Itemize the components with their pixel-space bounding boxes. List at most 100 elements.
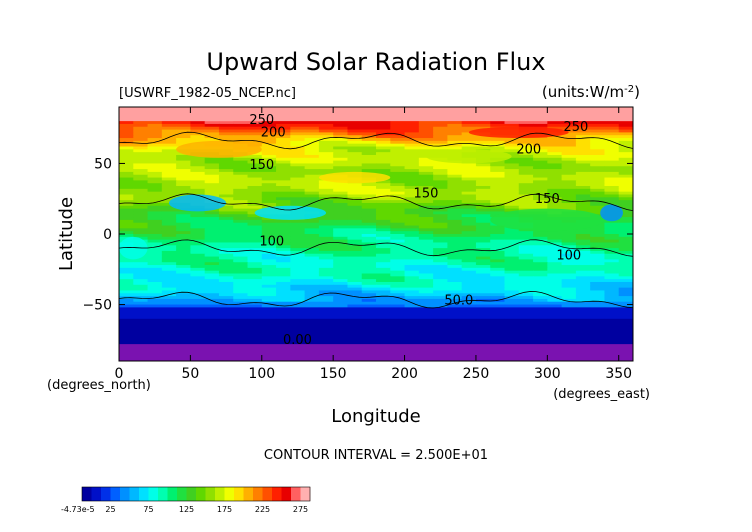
heatmap-cell — [233, 219, 249, 224]
heatmap-cell — [318, 234, 334, 238]
heatmap-cell — [461, 132, 477, 136]
heatmap-cell — [204, 270, 220, 275]
heatmap-cell — [190, 276, 206, 280]
heatmap-cell — [447, 296, 463, 300]
heatmap-cell — [290, 287, 306, 292]
heatmap-cell — [304, 231, 320, 235]
heatmap-cell — [318, 202, 334, 207]
heatmap-cell — [318, 214, 334, 218]
heatmap-cell — [561, 138, 577, 142]
heatmap-cell — [247, 253, 263, 258]
heatmap-cell — [261, 290, 277, 294]
heatmap-cell — [590, 129, 606, 133]
heatmap-cell — [204, 290, 220, 294]
heatmap-cell — [475, 270, 491, 275]
heatmap-cell — [347, 163, 363, 167]
heatmap-cell — [418, 281, 434, 286]
heatmap-cell — [604, 194, 620, 198]
heatmap-cell — [447, 304, 463, 308]
heatmap-cell — [318, 166, 334, 170]
heatmap-cell — [475, 205, 491, 210]
heatmap-cell — [447, 194, 463, 198]
heatmap-cell — [190, 225, 206, 229]
heatmap-cell — [547, 253, 563, 258]
heatmap-cell — [590, 160, 606, 165]
heatmap-cell — [233, 298, 249, 303]
heatmap-cell — [247, 169, 263, 173]
heatmap-cell — [333, 152, 349, 156]
heatmap-cell — [604, 276, 620, 280]
heatmap-cell — [590, 273, 606, 277]
heatmap-cell — [433, 231, 448, 235]
heatmap-cell — [276, 135, 291, 139]
heatmap-cell — [533, 253, 548, 258]
heatmap-cell — [347, 279, 363, 283]
heatmap-cell — [590, 163, 606, 167]
heatmap-cell — [347, 157, 363, 162]
heatmap-cell — [247, 248, 263, 252]
heatmap-cell — [447, 239, 463, 244]
heatmap-cell — [618, 287, 633, 292]
heatmap-cell — [418, 298, 434, 303]
heatmap-cell — [590, 123, 606, 128]
heatmap-cell — [276, 157, 291, 162]
heatmap-cell — [304, 200, 320, 204]
heatmap-cell — [561, 149, 577, 153]
heatmap-cell — [304, 225, 320, 229]
heatmap-cell — [418, 304, 434, 308]
heatmap-cell — [261, 202, 277, 207]
heatmap-cell — [333, 222, 349, 227]
heatmap-cell — [276, 129, 291, 133]
heatmap-cell — [304, 276, 320, 280]
heatmap-cell — [561, 200, 577, 204]
heatmap-cell — [119, 284, 134, 289]
heatmap-cell — [347, 304, 363, 308]
heatmap-cell — [404, 228, 420, 232]
heatmap-cell — [618, 180, 633, 184]
heatmap-cell — [119, 129, 134, 133]
heatmap-cell — [376, 197, 391, 201]
heatmap-cell — [618, 301, 633, 306]
heatmap-cell — [261, 191, 277, 196]
heatmap-cell — [347, 222, 363, 227]
heatmap-cell — [376, 214, 391, 218]
heatmap-cell — [547, 248, 563, 252]
heatmap-cell — [575, 301, 591, 306]
heatmap-plot-area — [119, 107, 633, 361]
heatmap-cell — [333, 273, 349, 277]
heatmap-cell — [404, 298, 420, 303]
heatmap-cell — [218, 129, 234, 133]
heatmap-cell — [218, 202, 234, 207]
heatmap-cell — [290, 225, 306, 229]
heatmap-cell — [347, 138, 363, 142]
heatmap-cell — [575, 132, 591, 136]
heatmap-cell — [604, 273, 620, 277]
heatmap-cell — [533, 121, 548, 125]
heatmap-cell — [390, 163, 406, 167]
heatmap-cell — [447, 279, 463, 283]
heatmap-cell — [361, 138, 377, 142]
heatmap-cell — [290, 140, 306, 145]
heatmap-cell — [561, 301, 577, 306]
heatmap-cell — [433, 126, 448, 131]
heatmap-cell — [618, 177, 633, 181]
heatmap-cell — [276, 279, 291, 283]
heatmap-cell — [376, 180, 391, 184]
heatmap-cell — [618, 228, 633, 232]
heatmap-cell — [233, 188, 249, 193]
heatmap-cell — [461, 214, 477, 218]
heatmap-cell — [604, 143, 620, 148]
heatmap-cell — [276, 154, 291, 159]
heatmap-cell — [190, 245, 206, 249]
heatmap-cell — [547, 174, 563, 179]
heatmap-cell — [433, 273, 448, 277]
heatmap-cell — [176, 183, 191, 187]
heatmap-cell — [119, 183, 134, 187]
heatmap-cell — [347, 166, 363, 170]
heatmap-cell — [347, 202, 363, 207]
heatmap-cell — [575, 180, 591, 184]
heatmap-cell — [461, 231, 477, 235]
heatmap-cell — [304, 239, 320, 244]
heatmap-cell — [276, 290, 291, 294]
heatmap-cell — [447, 202, 463, 207]
